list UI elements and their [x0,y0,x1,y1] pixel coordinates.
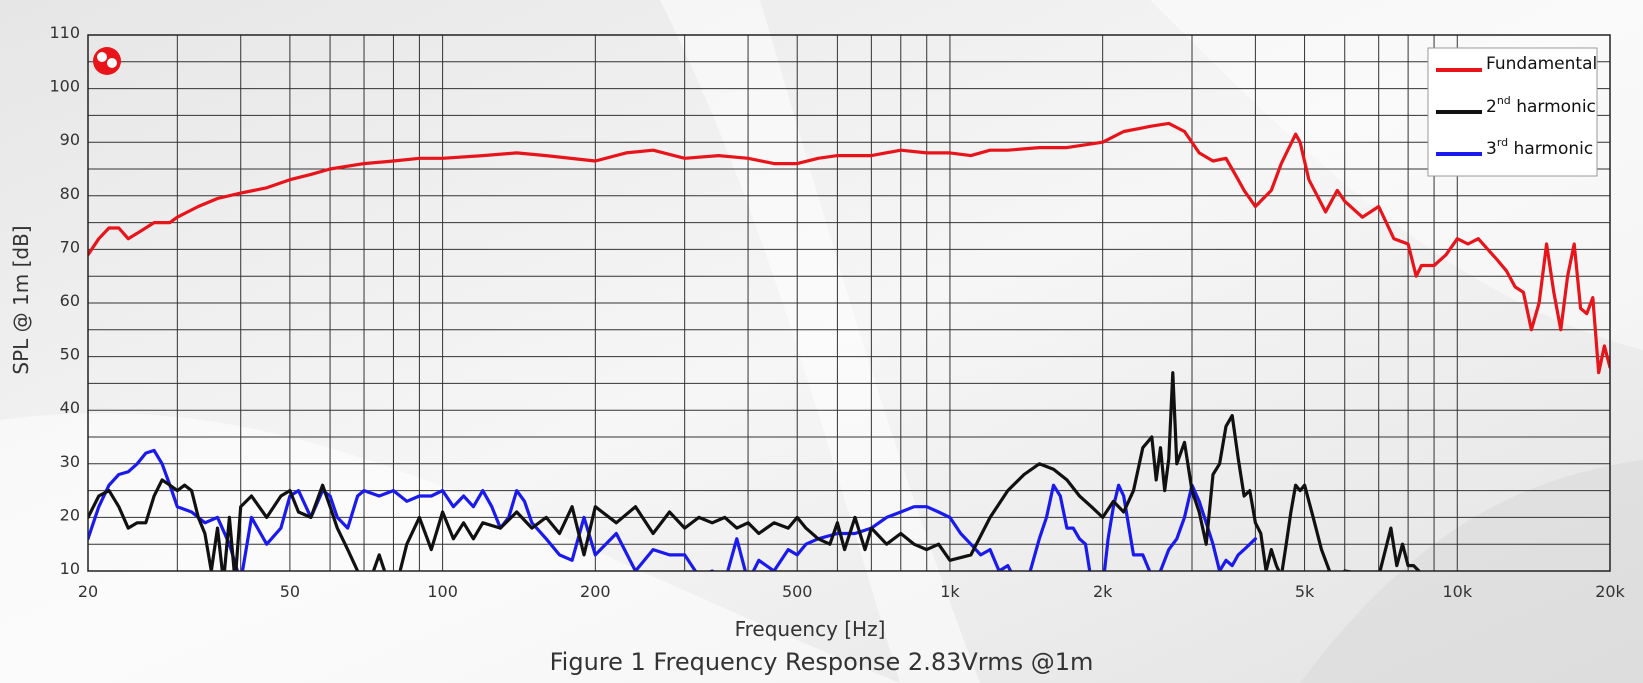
figure-caption: Figure 1 Frequency Response 2.83Vrms @1m [549,648,1094,676]
y-tick-label: 110 [49,23,80,42]
legend-entry-2nd-harmonic: 2nd harmonic [1486,94,1596,117]
series-line-2nd-harmonic [88,371,1421,571]
legend-number: 2 [1486,97,1497,117]
x-tick-label: 10k [1442,582,1472,601]
x-tick-label: 1k [940,582,960,601]
series-line-fundamental [88,121,1610,375]
x-axis-title: Frequency [Hz] [735,617,886,641]
chart-grid [87,34,1611,572]
y-tick-label: 90 [60,130,80,149]
y-tick-label: 40 [60,398,80,417]
y-tick-label: 10 [60,559,80,578]
x-tick-labels: 20 50 100 200 500 1k 2k 5k 10k 20k [78,582,1626,601]
y-tick-label: 20 [60,505,80,524]
x-tick-label: 200 [580,582,611,601]
legend-superscript: nd [1497,94,1511,107]
x-tick-label: 50 [280,582,300,601]
x-tick-label: 5k [1295,582,1315,601]
y-tick-label: 80 [60,184,80,203]
y-tick-label: 30 [60,452,80,471]
legend: Fundamental 2nd harmonic 3rd harmonic [1427,47,1598,177]
brand-logo-icon [93,47,121,75]
x-tick-label: 20k [1595,582,1625,601]
legend-number: 3 [1486,139,1497,159]
legend-suffix: harmonic [1508,139,1593,159]
plot-frame [87,34,1611,572]
y-tick-label: 100 [49,77,80,96]
legend-superscript: rd [1497,136,1508,149]
x-tick-label: 20 [78,582,98,601]
y-tick-label: 50 [60,345,80,364]
y-tick-labels: 10 20 30 40 50 60 70 80 90 100 110 [49,23,80,578]
series-lines [88,121,1610,571]
legend-entry-fundamental: Fundamental [1486,54,1597,74]
y-tick-label: 70 [60,237,80,256]
x-tick-label: 100 [427,582,458,601]
legend-suffix: harmonic [1511,97,1596,117]
x-tick-label: 500 [782,582,813,601]
y-axis-title: SPL @ 1m [dB] [9,225,33,374]
y-tick-label: 60 [60,291,80,310]
legend-entry-3rd-harmonic: 3rd harmonic [1486,136,1593,159]
x-tick-label: 2k [1093,582,1113,601]
